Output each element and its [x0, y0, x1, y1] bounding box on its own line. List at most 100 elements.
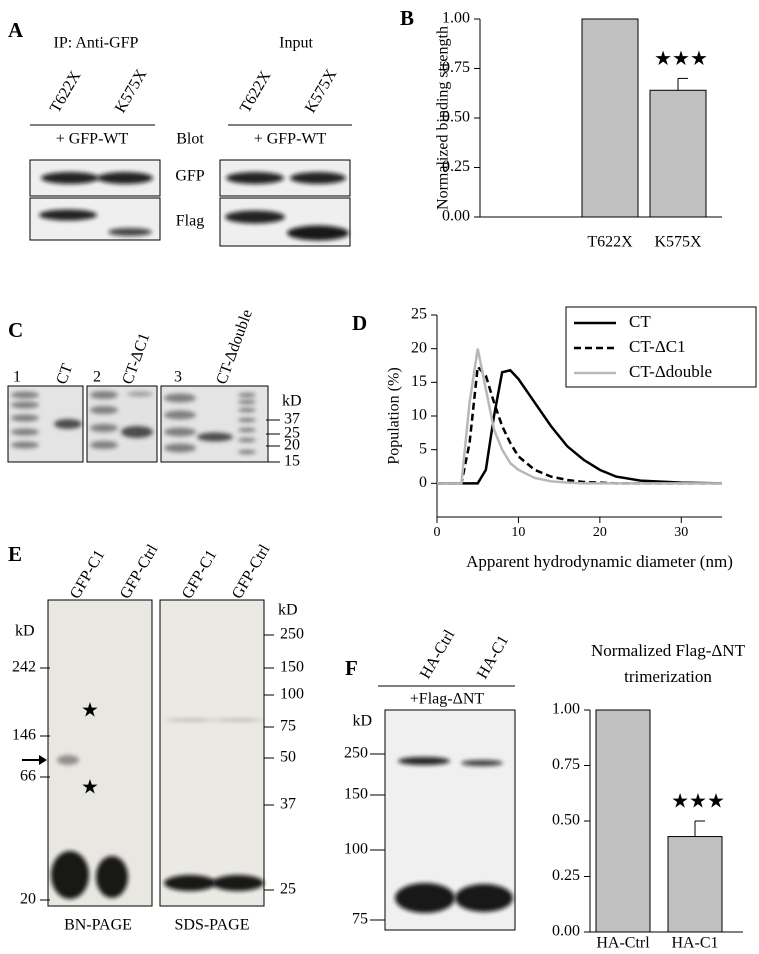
- blot-header: Blot: [176, 131, 204, 148]
- gel-band: [164, 393, 196, 403]
- gel-band: [11, 401, 39, 409]
- lane-label: 1: [13, 369, 21, 386]
- gel-band: [238, 428, 256, 432]
- marker-label: 20: [20, 891, 36, 908]
- star: ★: [81, 777, 99, 799]
- lane-label: GFP-C1: [179, 547, 220, 602]
- header: Input: [279, 35, 313, 52]
- marker-label: 20: [284, 437, 300, 454]
- gel-band: [90, 391, 118, 399]
- gel-band: [97, 172, 153, 184]
- marker-label: 250: [344, 745, 368, 762]
- y-tick-label: 0.25: [442, 158, 470, 175]
- x-tick-label: 20: [593, 525, 607, 540]
- x-tick-label: 0: [434, 525, 441, 540]
- x-tick-label: 30: [674, 525, 688, 540]
- unit: kD: [282, 393, 302, 410]
- panel-label: E: [8, 542, 22, 566]
- gel-band: [11, 428, 39, 436]
- gel-band: [197, 432, 233, 442]
- y-tick-label: 0.00: [552, 923, 580, 940]
- gel-band: [398, 757, 450, 765]
- y-tick-label: 5: [419, 440, 427, 457]
- marker-label: 25: [284, 425, 300, 442]
- legend-label: CT: [629, 312, 651, 331]
- marker-label: 146: [12, 727, 36, 744]
- unit: kD: [15, 623, 35, 640]
- gel-band: [51, 851, 89, 899]
- lane-label: K575X: [302, 66, 340, 116]
- legend-label: CT-ΔC1: [629, 337, 686, 356]
- gel-band: [225, 210, 285, 224]
- panel-label: D: [352, 311, 367, 335]
- marker-label: 15: [284, 453, 300, 470]
- gel-band: [395, 883, 455, 913]
- treatment: +Flag-ΔNT: [410, 691, 485, 708]
- gel-band: [11, 414, 39, 422]
- star: ★: [81, 700, 99, 722]
- gel-band: [461, 760, 503, 766]
- gel-band: [226, 172, 284, 184]
- lane-label: GFP-C1: [67, 547, 108, 602]
- arrow-head: [39, 755, 47, 765]
- marker-label: 75: [352, 911, 368, 928]
- blot-label: GFP: [175, 168, 204, 185]
- gel-band: [11, 441, 39, 449]
- chart-title: trimerization: [624, 667, 712, 686]
- unit: kD: [278, 602, 298, 619]
- gel-band: [238, 438, 256, 442]
- lane-label: T622X: [47, 68, 85, 116]
- y-tick-label: 0: [419, 474, 427, 491]
- marker-label: 25: [280, 881, 296, 898]
- gel-band: [238, 400, 256, 404]
- gel-band: [213, 718, 263, 722]
- lane-label: HA-Ctrl: [417, 627, 459, 682]
- lane-label: CT-Δdouble: [213, 307, 256, 386]
- gel-band: [11, 391, 39, 399]
- marker-label: 50: [280, 749, 296, 766]
- y-tick-label: 25: [411, 306, 427, 323]
- lane-label: T622X: [237, 68, 275, 116]
- gel-band: [238, 393, 256, 397]
- y-tick-label: 0.75: [552, 756, 580, 773]
- y-tick-label: 10: [411, 407, 427, 424]
- gel-band: [96, 856, 128, 898]
- lane-label: GFP-Ctrl: [117, 541, 162, 602]
- marker-label: 250: [280, 626, 304, 643]
- panel-label: B: [400, 6, 414, 30]
- treatment: + GFP-WT: [56, 131, 129, 148]
- x-axis-label: Apparent hydrodynamic diameter (nm): [466, 552, 733, 571]
- bar: [667, 836, 723, 933]
- marker-label: 100: [344, 841, 368, 858]
- gel-band: [121, 426, 153, 438]
- lane-label: 3: [174, 369, 182, 386]
- marker-label: 242: [12, 659, 36, 676]
- panel-label: F: [345, 656, 358, 680]
- gel-band: [90, 441, 118, 449]
- marker-label: 37: [280, 796, 296, 813]
- lane-label: CT: [53, 361, 76, 386]
- x-tick-label: 10: [511, 525, 525, 540]
- gel-band: [108, 228, 152, 236]
- gel-band: [238, 418, 256, 422]
- gel-band: [57, 755, 79, 765]
- legend-label: CT-Δdouble: [629, 362, 712, 381]
- bar: [595, 709, 651, 933]
- series-line: [437, 368, 723, 485]
- gel-band: [238, 450, 256, 454]
- lane-label: K575X: [112, 66, 150, 116]
- gel-band: [54, 419, 82, 429]
- gel-label: BN-PAGE: [64, 917, 132, 934]
- gel-band: [238, 408, 256, 412]
- y-tick-label: 1.00: [442, 10, 470, 27]
- gel-blot: [159, 599, 265, 907]
- y-tick-label: 0.75: [442, 59, 470, 76]
- marker-label: 150: [344, 786, 368, 803]
- x-tick-label: HA-C1: [671, 935, 718, 952]
- gel-band: [39, 209, 97, 221]
- y-tick-label: 0.00: [442, 208, 470, 225]
- marker-label: 100: [280, 686, 304, 703]
- y-tick-label: 0.50: [552, 812, 580, 829]
